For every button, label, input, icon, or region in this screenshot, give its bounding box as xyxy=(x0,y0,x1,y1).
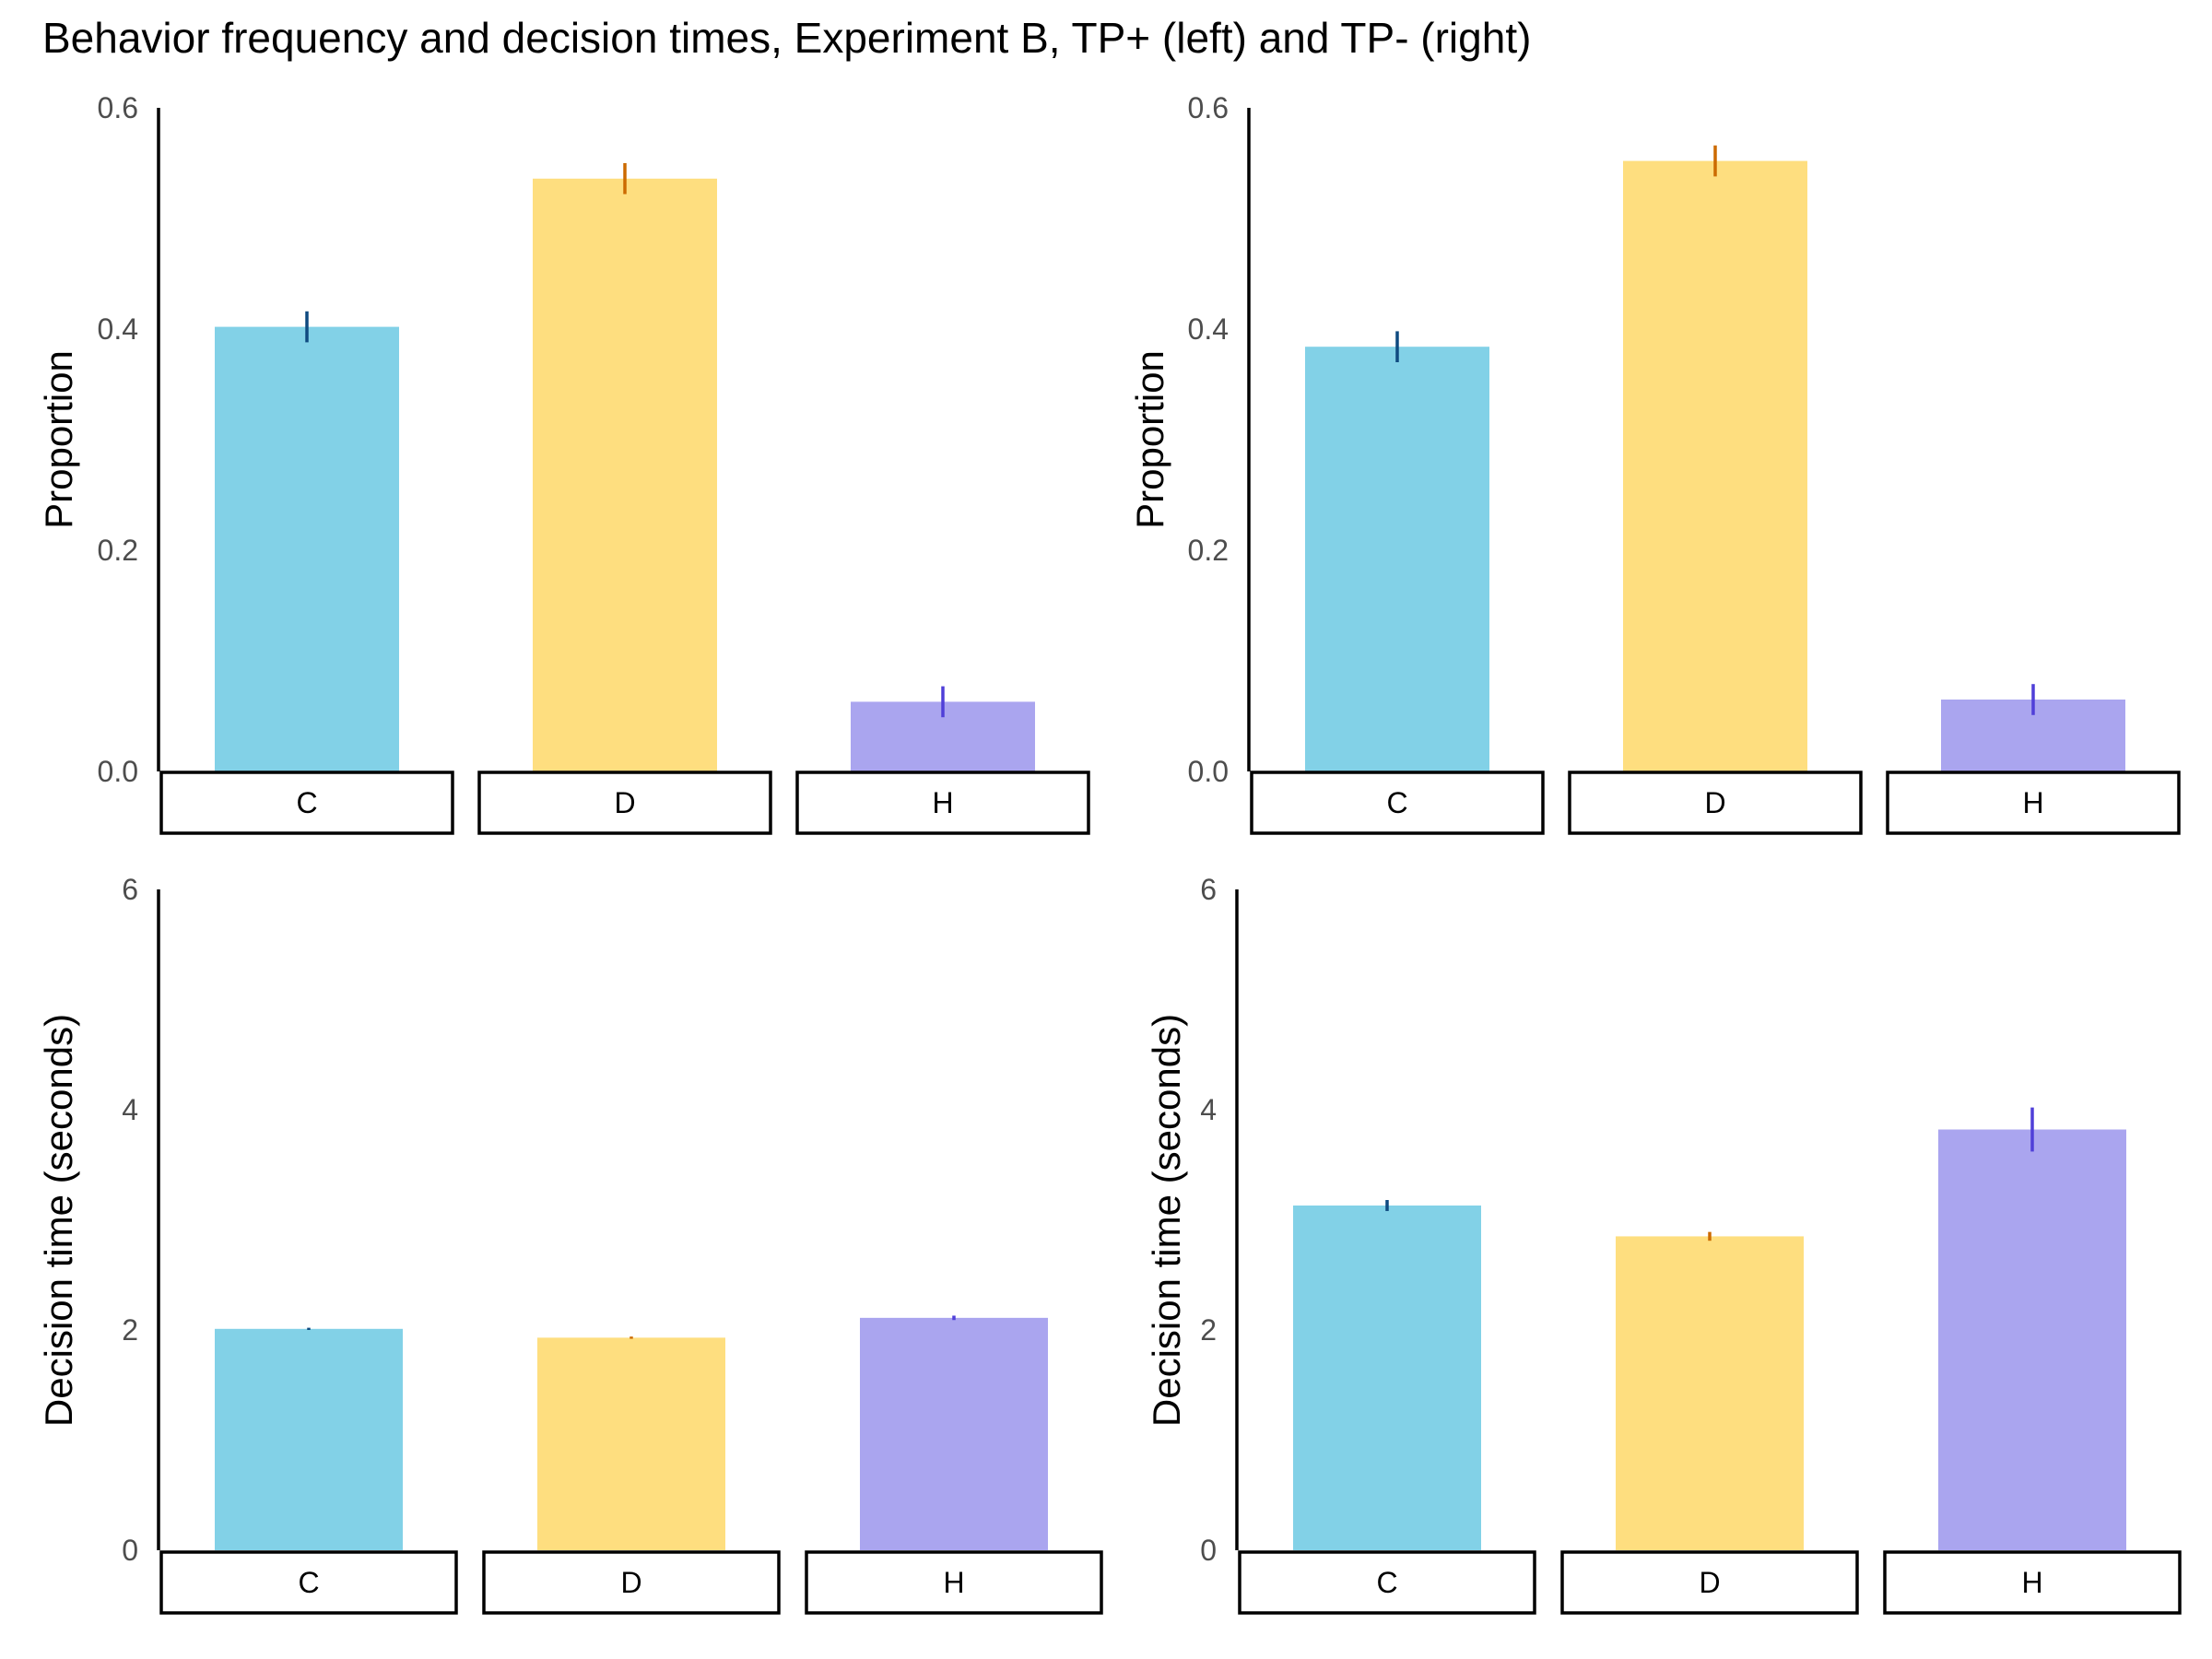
y-axis-title: Decision time (seconds) xyxy=(37,1014,80,1427)
category-label-D: D xyxy=(620,1566,641,1599)
bar-H xyxy=(1938,1129,2126,1550)
y-tick-label: 6 xyxy=(1200,873,1217,906)
y-tick-label: 0.0 xyxy=(1188,755,1229,788)
category-label-D: D xyxy=(1704,786,1725,819)
bar-C xyxy=(215,326,399,771)
y-axis-title: Decision time (seconds) xyxy=(1145,1014,1188,1427)
y-tick-label: 0.4 xyxy=(98,312,138,346)
figure-title: Behavior frequency and decision times, E… xyxy=(42,14,1532,62)
category-label-C: C xyxy=(298,1566,319,1599)
category-label-H: H xyxy=(943,1566,964,1599)
category-label-C: C xyxy=(1376,1566,1397,1599)
category-label-H: H xyxy=(2022,786,2043,819)
y-tick-label: 0.4 xyxy=(1188,312,1229,346)
y-axis-title: Proportion xyxy=(1128,350,1171,529)
y-tick-label: 0.2 xyxy=(1188,534,1229,567)
bar-D xyxy=(533,178,717,772)
y-axis-title: Proportion xyxy=(37,350,80,529)
category-strip-C xyxy=(1238,1550,1536,1615)
panel-tp-plus-decision-time: 0 2 4 6 Decision time (seconds) C D H xyxy=(37,873,1103,1615)
y-tick-label: 0 xyxy=(1200,1534,1217,1567)
category-label-H: H xyxy=(2021,1566,2042,1599)
category-strip-D xyxy=(1560,1550,1859,1615)
panel-tp-plus-proportion: 0.0 0.2 0.4 0.6 Proportion C D H xyxy=(37,91,1090,835)
y-tick-label: 4 xyxy=(122,1093,138,1126)
category-label-C: C xyxy=(296,786,317,819)
category-label-C: C xyxy=(1386,786,1407,819)
panel-tp-minus-proportion: 0.0 0.2 0.4 0.6 Proportion C D H xyxy=(1128,91,2181,835)
y-tick-label: 0.6 xyxy=(98,91,138,124)
category-label-D: D xyxy=(614,786,635,819)
category-strip-H xyxy=(795,771,1090,835)
y-tick-label: 2 xyxy=(122,1313,138,1347)
category-strip-H xyxy=(805,1550,1103,1615)
category-strip-H xyxy=(1883,1550,2182,1615)
category-strip-C xyxy=(1250,771,1545,835)
category-strip-D xyxy=(1568,771,1863,835)
category-strip-D xyxy=(482,1550,781,1615)
panel-tp-minus-decision-time: 0 2 4 6 Decision time (seconds) C D H xyxy=(1145,873,2182,1615)
category-strip-H xyxy=(1886,771,2181,835)
category-strip-D xyxy=(477,771,772,835)
y-tick-label: 4 xyxy=(1200,1093,1217,1126)
category-strip-C xyxy=(159,771,454,835)
y-tick-label: 0.2 xyxy=(98,534,138,567)
y-tick-label: 0.6 xyxy=(1188,91,1229,124)
bar-D xyxy=(537,1337,725,1550)
y-tick-label: 2 xyxy=(1200,1313,1217,1347)
category-label-H: H xyxy=(932,786,953,819)
y-tick-label: 0.0 xyxy=(98,755,138,788)
category-label-D: D xyxy=(1699,1566,1720,1599)
bar-C xyxy=(215,1328,403,1550)
bar-C xyxy=(1305,347,1489,771)
bar-D xyxy=(1616,1236,1804,1550)
y-tick-label: 0 xyxy=(122,1534,138,1567)
category-strip-C xyxy=(159,1550,458,1615)
bar-C xyxy=(1293,1205,1481,1550)
bar-D xyxy=(1623,160,1807,772)
bar-H xyxy=(860,1317,1048,1550)
y-tick-label: 6 xyxy=(122,873,138,906)
